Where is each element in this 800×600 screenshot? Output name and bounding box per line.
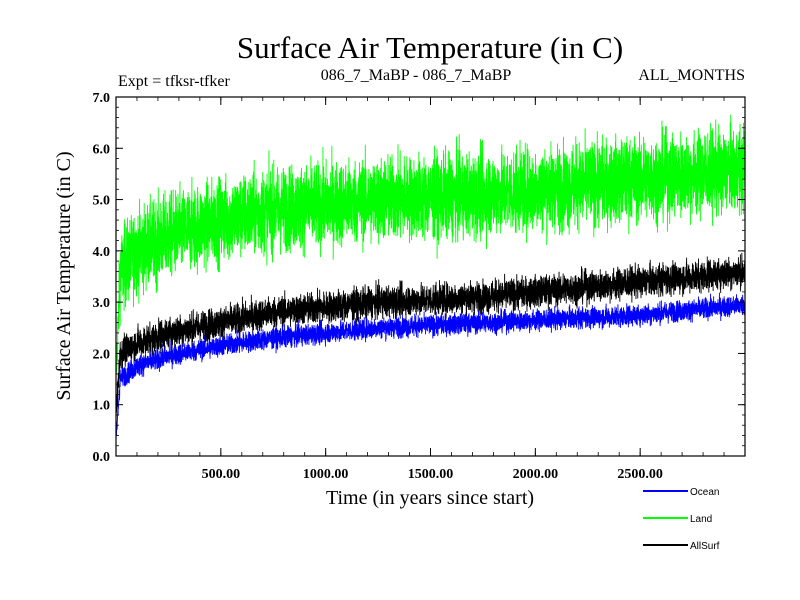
series-line-allsurf bbox=[115, 252, 746, 420]
y-tick-label: 3.0 bbox=[93, 296, 111, 311]
legend-label-land: Land bbox=[690, 514, 712, 525]
series-allsurf bbox=[115, 252, 746, 420]
experiment-label: Expt = tfksr-tfker bbox=[118, 73, 230, 90]
x-tick-label: 500.00 bbox=[202, 467, 241, 482]
x-tick-label: 2000.00 bbox=[513, 467, 559, 482]
y-axis-title: Surface Air Temperature (in C) bbox=[53, 151, 75, 400]
x-tick-label: 1000.00 bbox=[303, 467, 349, 482]
series-line-ocean bbox=[115, 292, 746, 440]
series-land bbox=[115, 114, 746, 375]
y-axis: 0.0 1.0 2.0 3.0 4.0 5.0 6.0 7.0 bbox=[93, 91, 745, 465]
series-line-land bbox=[115, 114, 746, 375]
legend-label-ocean: Ocean bbox=[690, 487, 719, 498]
y-tick-label: 2.0 bbox=[93, 347, 111, 362]
legend: Ocean Land AllSurf bbox=[643, 487, 720, 552]
y-tick-label: 0.0 bbox=[93, 450, 111, 465]
y-tick-label: 1.0 bbox=[93, 399, 111, 414]
legend-label-allsurf: AllSurf bbox=[690, 541, 720, 552]
y-tick-label: 4.0 bbox=[93, 245, 111, 260]
x-tick-label: 1500.00 bbox=[408, 467, 454, 482]
x-axis-title: Time (in years since start) bbox=[326, 487, 534, 509]
y-tick-label: 5.0 bbox=[93, 194, 111, 209]
y-tick-label: 7.0 bbox=[93, 91, 111, 106]
y-tick-label: 6.0 bbox=[93, 142, 111, 157]
series-ocean bbox=[115, 292, 746, 440]
x-axis: 500.00 1000.00 1500.00 2000.00 2500.00 bbox=[136, 97, 725, 482]
chart-title: Surface Air Temperature (in C) bbox=[237, 30, 623, 65]
x-tick-label: 2500.00 bbox=[617, 467, 663, 482]
period-label: 086_7_MaBP - 086_7_MaBP bbox=[321, 67, 512, 84]
months-label: ALL_MONTHS bbox=[638, 67, 745, 84]
